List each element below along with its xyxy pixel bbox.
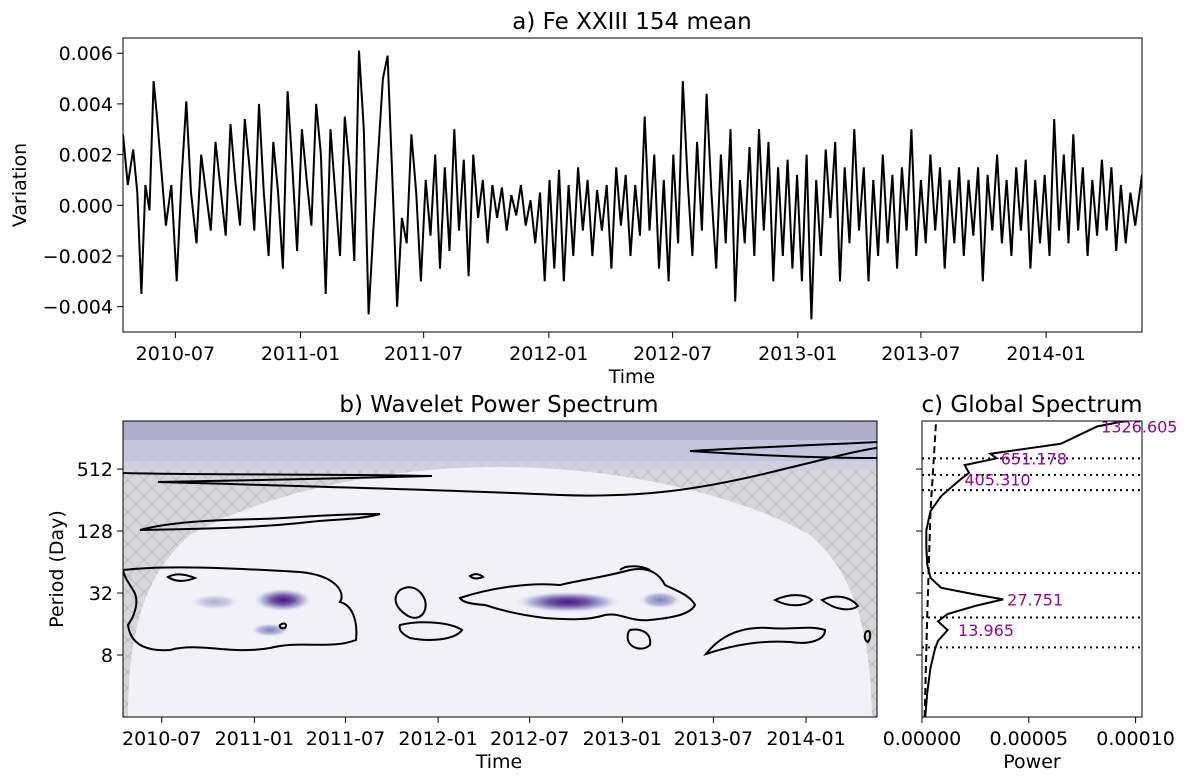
x-tick-label: 2012-01 bbox=[398, 728, 477, 750]
x-tick-label: 2010-07 bbox=[136, 343, 215, 365]
peak-annotation: 651.178 bbox=[1001, 449, 1067, 468]
significance-line bbox=[923, 424, 937, 717]
panel-c-title: c) Global Spectrum bbox=[921, 392, 1142, 418]
x-tick-label: 2013-01 bbox=[758, 343, 837, 365]
x-tick-label: 2012-01 bbox=[509, 343, 588, 365]
contour-line bbox=[820, 595, 860, 611]
y-tick-label: 0.006 bbox=[59, 43, 113, 65]
threshold-lines bbox=[922, 457, 1142, 649]
panel-a-x-ticks: 2010-07 2011-01 2011-07 2012-01 2012-07 2013-… bbox=[136, 332, 1086, 365]
x-tick-label: 2011-07 bbox=[306, 728, 385, 750]
x-tick-label: 2013-07 bbox=[881, 343, 960, 365]
power-blob bbox=[253, 588, 313, 612]
peak-annotation: 13.965 bbox=[958, 621, 1014, 640]
x-tick-label: 2012-07 bbox=[633, 343, 712, 365]
contour-line bbox=[626, 628, 652, 650]
contour-line bbox=[468, 573, 485, 580]
panel-a-ylabel: Variation bbox=[9, 143, 31, 227]
power-blob bbox=[190, 594, 240, 610]
x-tick-label: 2012-07 bbox=[490, 728, 569, 750]
panel-c-x-ticks: 0.00000 0.00005 0.00010 bbox=[883, 717, 1175, 750]
contour-line bbox=[394, 586, 427, 619]
x-tick-label: 0.00000 bbox=[883, 728, 962, 750]
power-blob bbox=[513, 591, 623, 613]
panel-a: a) Fe XXIII 154 mean 2010-07 2011-01 2011-… bbox=[9, 9, 1143, 388]
significance-contours bbox=[123, 441, 877, 656]
peak-annotation: 405.310 bbox=[964, 471, 1030, 490]
panel-a-title: a) Fe XXIII 154 mean bbox=[512, 9, 751, 35]
contour-line bbox=[166, 573, 198, 582]
x-tick-label: 2014-01 bbox=[1006, 343, 1085, 365]
x-tick-label: 2013-01 bbox=[583, 728, 662, 750]
x-tick-label: 0.00005 bbox=[990, 728, 1069, 750]
panel-b-y-ticks: 512 128 32 8 bbox=[77, 459, 123, 667]
contour-line bbox=[703, 626, 827, 656]
y-tick-label: 128 bbox=[77, 521, 113, 543]
contour-line bbox=[398, 621, 464, 641]
contour-line bbox=[278, 622, 288, 630]
panel-a-xlabel: Time bbox=[608, 366, 656, 388]
peak-annotation: 1326.605 bbox=[1101, 417, 1177, 436]
contour-line bbox=[863, 630, 872, 644]
panel-c-y-ticks bbox=[916, 468, 922, 656]
panel-b-x-ticks: 2010-07 2011-01 2011-07 2012-01 2012-07 2013-… bbox=[122, 717, 846, 750]
y-tick-label: 0.002 bbox=[59, 145, 113, 167]
x-tick-label: 2010-07 bbox=[122, 728, 201, 750]
panel-b-xlabel: Time bbox=[475, 751, 523, 773]
contour-line bbox=[619, 565, 651, 571]
contour-line bbox=[123, 447, 877, 497]
panel-a-y-ticks: 0.006 0.004 0.002 0.000 −0.002 −0.004 bbox=[43, 43, 123, 319]
contour-line bbox=[123, 566, 358, 652]
y-tick-label: −0.002 bbox=[43, 246, 113, 268]
cone-of-influence-interior bbox=[128, 467, 872, 717]
panel-c: c) Global Spectrum 1326.605 651.178 405.31… bbox=[883, 392, 1178, 773]
contour-line bbox=[458, 568, 697, 622]
wavelet-field bbox=[123, 421, 877, 717]
x-tick-label: 2014-01 bbox=[766, 728, 845, 750]
y-tick-label: 512 bbox=[77, 459, 113, 481]
series-line bbox=[123, 50, 1142, 320]
contour-line bbox=[139, 513, 381, 531]
x-tick-label: 0.00010 bbox=[1096, 728, 1175, 750]
y-tick-label: 8 bbox=[101, 645, 113, 667]
x-tick-label: 2013-07 bbox=[674, 728, 753, 750]
y-tick-label: 0.004 bbox=[59, 94, 113, 116]
y-tick-label: −0.004 bbox=[43, 297, 113, 319]
y-tick-label: 0.000 bbox=[59, 195, 113, 217]
y-tick-label: 32 bbox=[89, 583, 113, 605]
peak-annotations: 1326.605 651.178 405.310 27.751 13.965 bbox=[958, 417, 1177, 640]
peak-annotation: 27.751 bbox=[1007, 590, 1063, 609]
x-tick-label: 2011-01 bbox=[215, 728, 294, 750]
panel-b-title: b) Wavelet Power Spectrum bbox=[339, 392, 658, 418]
power-blob bbox=[250, 623, 290, 637]
panel-b-ylabel: Period (Day) bbox=[46, 510, 68, 628]
panel-c-xlabel: Power bbox=[1003, 751, 1061, 773]
panel-c-frame bbox=[921, 420, 1143, 718]
power-blob bbox=[638, 591, 682, 609]
panel-b: b) Wavelet Power Spectrum bbox=[46, 392, 878, 773]
x-tick-label: 2011-07 bbox=[384, 343, 463, 365]
panel-a-frame bbox=[122, 37, 1143, 333]
contour-line bbox=[689, 441, 877, 459]
contour-line bbox=[772, 594, 814, 607]
panel-b-frame bbox=[122, 420, 878, 718]
x-tick-label: 2011-01 bbox=[261, 343, 340, 365]
